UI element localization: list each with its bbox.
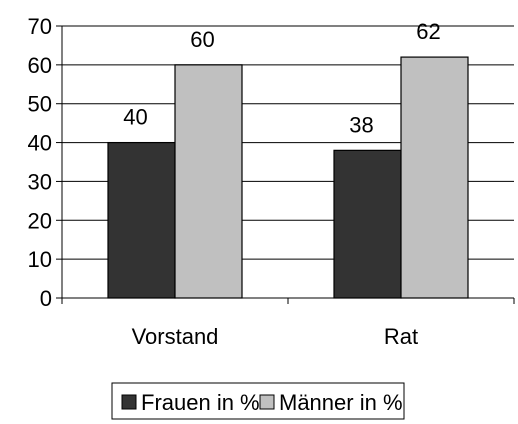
y-tick-label: 70 — [28, 14, 52, 39]
axes — [56, 25, 515, 304]
y-tick-label: 20 — [28, 208, 52, 233]
category-label: Rat — [384, 324, 418, 349]
legend-swatch — [259, 394, 275, 410]
data-label: 60 — [190, 27, 214, 52]
data-label: 38 — [349, 112, 373, 137]
legend-swatch — [121, 394, 137, 410]
y-tick-label: 60 — [28, 53, 52, 78]
y-tick-label: 50 — [28, 92, 52, 117]
data-label: 40 — [123, 105, 147, 130]
legend: Frauen in % Männer in % — [111, 382, 405, 420]
bars — [107, 56, 469, 299]
y-tick-label: 30 — [28, 169, 52, 194]
category-label: Vorstand — [132, 324, 219, 349]
y-tick-label: 0 — [40, 286, 52, 311]
labels: 0 10 20 30 40 50 60 70 Vorstand 40 60 Rat 38 62 — [28, 14, 441, 349]
bar — [400, 56, 469, 299]
bar — [174, 64, 243, 299]
bar — [333, 149, 402, 299]
legend-label: Frauen in % — [141, 390, 260, 415]
bar — [107, 141, 176, 299]
y-tick-label: 40 — [28, 131, 52, 156]
data-label: 62 — [416, 19, 440, 44]
legend-box — [111, 382, 405, 420]
legend-label: Männer in % — [279, 390, 403, 415]
y-tick-label: 10 — [28, 247, 52, 272]
